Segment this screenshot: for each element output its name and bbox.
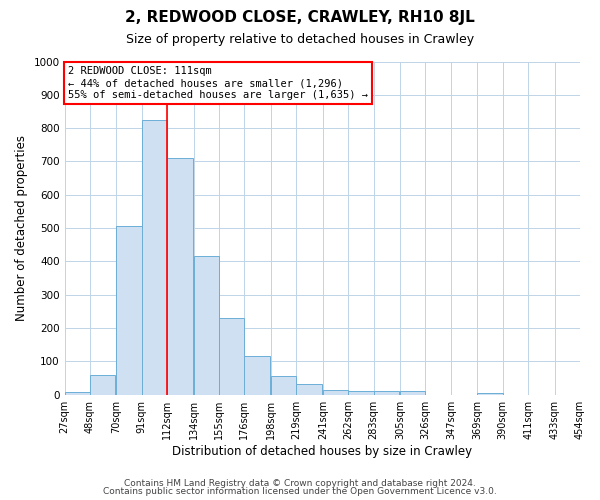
- Bar: [194, 256, 219, 394]
- Text: Contains public sector information licensed under the Open Government Licence v3: Contains public sector information licen…: [103, 487, 497, 496]
- Text: 2 REDWOOD CLOSE: 111sqm
← 44% of detached houses are smaller (1,296)
55% of semi: 2 REDWOOD CLOSE: 111sqm ← 44% of detache…: [68, 66, 368, 100]
- Bar: [167, 158, 193, 394]
- Bar: [142, 120, 167, 394]
- Bar: [271, 376, 296, 394]
- Y-axis label: Number of detached properties: Number of detached properties: [15, 135, 28, 321]
- X-axis label: Distribution of detached houses by size in Crawley: Distribution of detached houses by size …: [172, 444, 472, 458]
- Bar: [219, 318, 244, 394]
- Bar: [374, 390, 399, 394]
- Bar: [323, 390, 348, 394]
- Bar: [296, 384, 322, 394]
- Bar: [244, 356, 270, 395]
- Bar: [478, 393, 503, 394]
- Text: Size of property relative to detached houses in Crawley: Size of property relative to detached ho…: [126, 32, 474, 46]
- Bar: [65, 392, 90, 394]
- Bar: [116, 226, 142, 394]
- Text: 2, REDWOOD CLOSE, CRAWLEY, RH10 8JL: 2, REDWOOD CLOSE, CRAWLEY, RH10 8JL: [125, 10, 475, 25]
- Bar: [90, 374, 115, 394]
- Text: Contains HM Land Registry data © Crown copyright and database right 2024.: Contains HM Land Registry data © Crown c…: [124, 478, 476, 488]
- Bar: [348, 390, 374, 394]
- Bar: [400, 390, 425, 394]
